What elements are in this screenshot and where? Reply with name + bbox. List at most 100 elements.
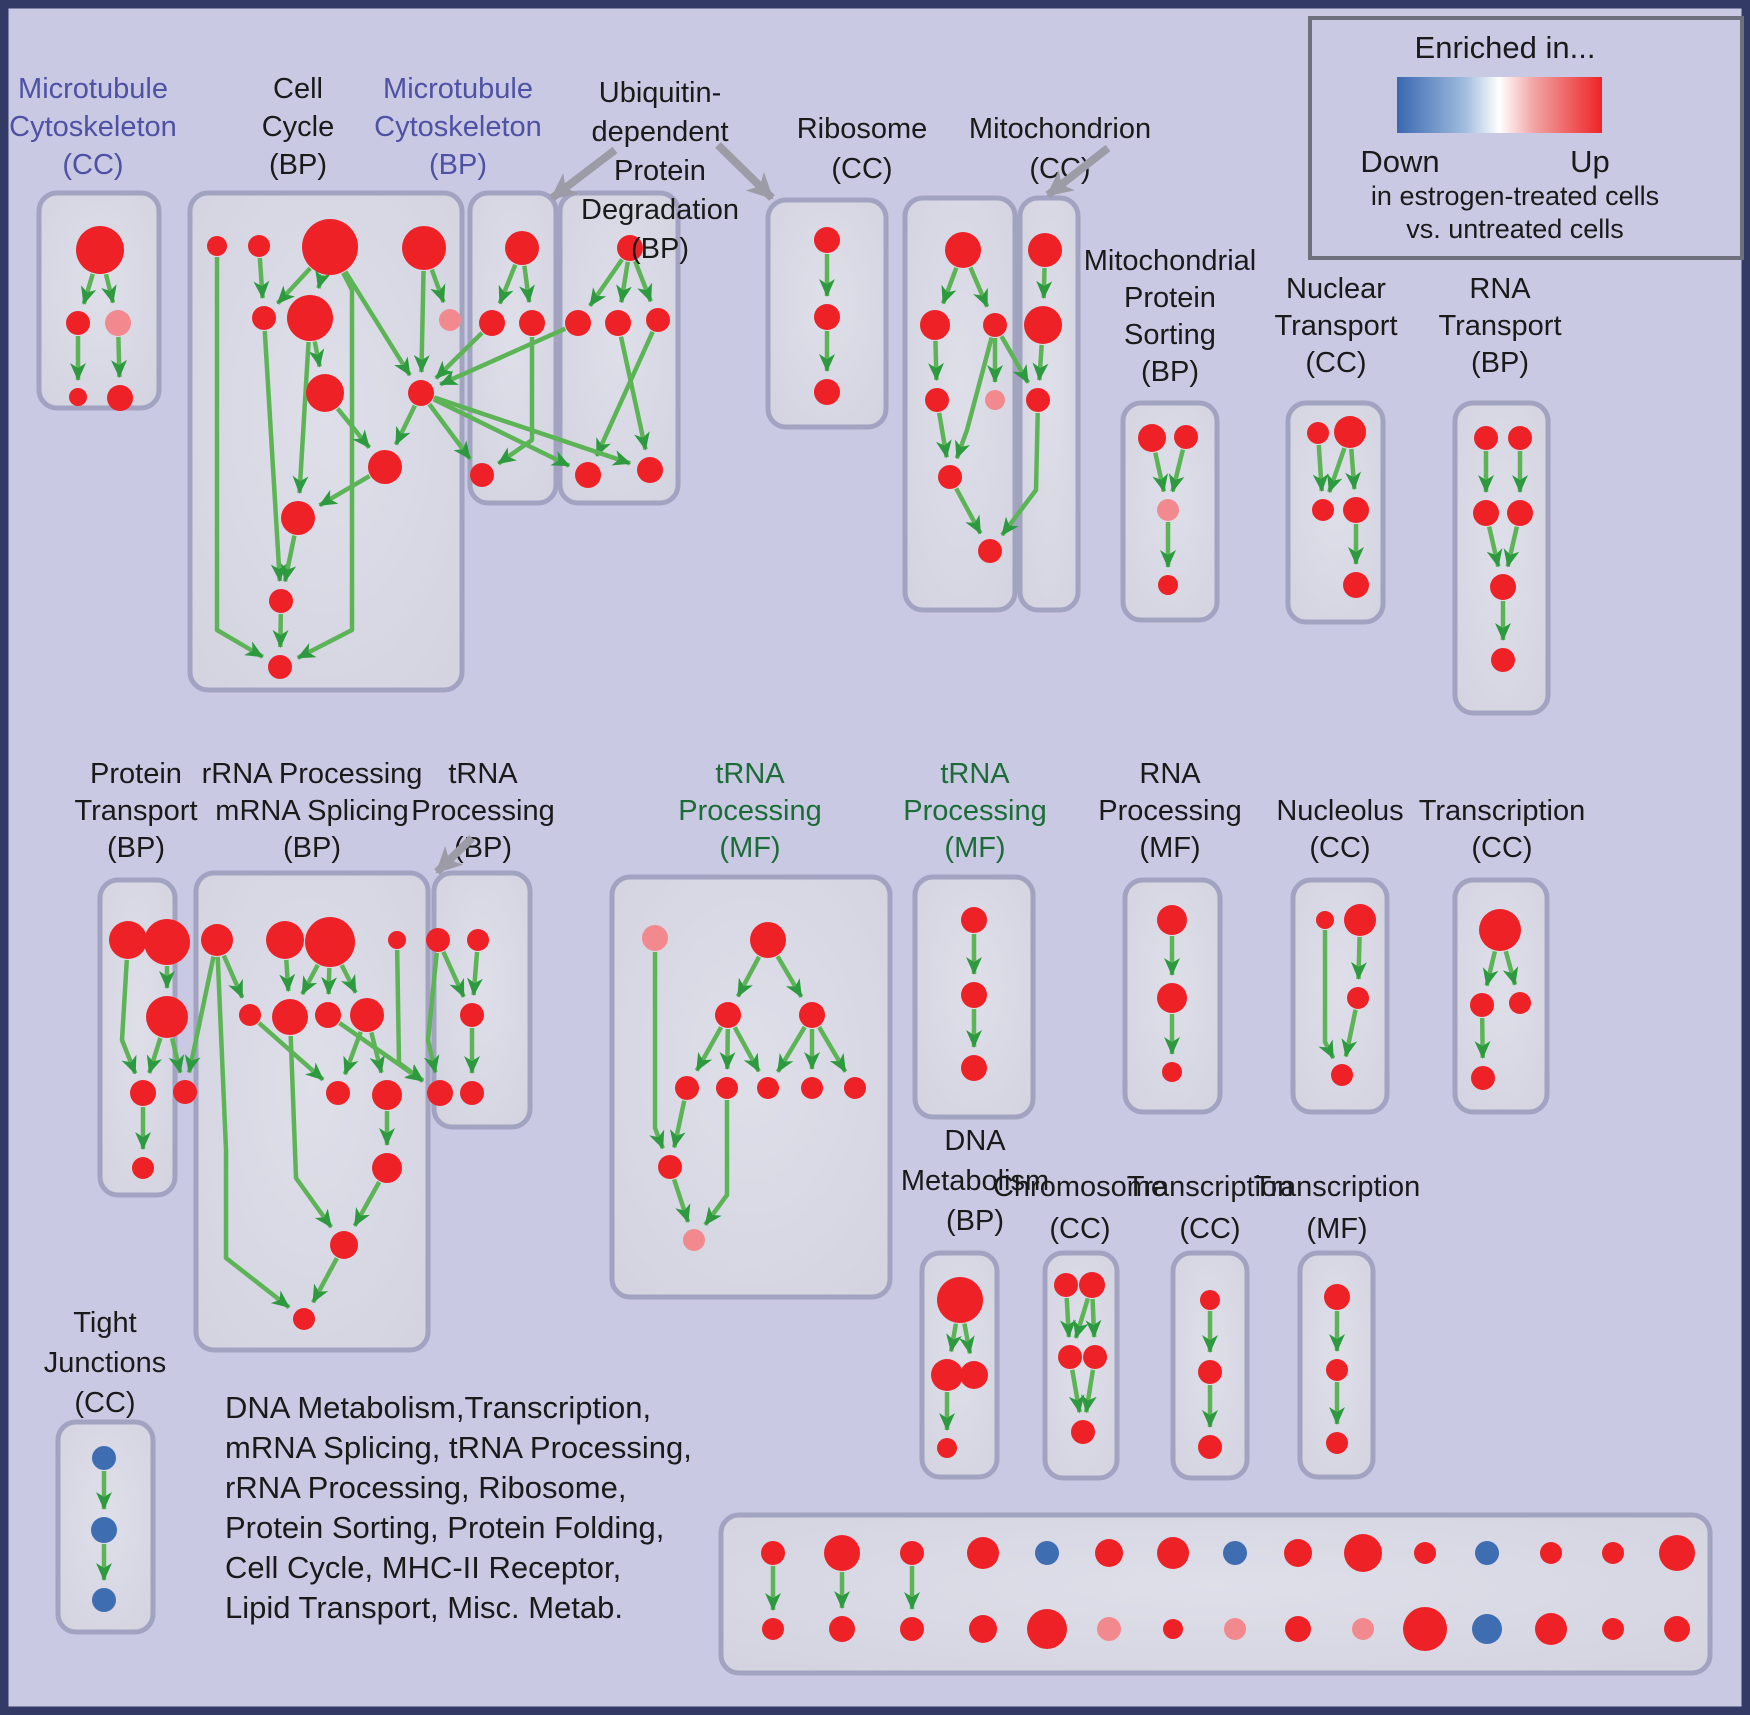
go-term-node-tf2 [716,1077,738,1099]
relation-edge [703,1100,730,1227]
cluster-label-nuclear-transport: (CC) [1305,347,1366,379]
relation-edge [168,1037,185,1074]
go-term-node-d4 [937,1438,957,1458]
relation-edge [119,959,138,1075]
go-term-node-w1 [1157,905,1187,935]
go-term-node-bb3 [900,1617,924,1641]
go-term-node-rb7 [938,465,962,489]
relation-edge [669,1100,687,1149]
cluster-label-dna-metabolism: Metabolism [901,1165,1049,1197]
go-term-node-cc12 [269,589,293,613]
go-term-node-pt6 [132,1157,154,1179]
go-term-node-mc4 [69,388,87,406]
go-term-node-cc8 [306,374,344,412]
labels: Microtubule Cytoskeleton (CC) Cell Cycle (BP)… [9,73,1585,1625]
relation-edge [335,407,372,449]
go-term-node-bt9 [1284,1539,1312,1567]
go-term-node-bb11 [1403,1607,1447,1651]
go-term-node-bb1 [762,1618,784,1640]
cluster-label-rrna-mrna: rRNA Processing [202,758,423,790]
cluster-label-rna-processing-mf: (MF) [1139,832,1200,864]
relation-edge [279,959,296,993]
cluster-label-ubiquitin-a: Ubiquitin- [599,77,722,109]
go-term-node-t1 [426,928,450,952]
go-term-node-tf1 [675,1076,699,1100]
relation-edge [184,956,216,1074]
go-term-node-d1 [937,1277,983,1323]
cluster-label-mito-protein-sorting: (BP) [1141,356,1199,388]
relation-edge [1318,930,1336,1060]
go-term-node-d3 [960,1361,988,1389]
relation-edge [393,404,417,446]
go-term-node-pt2 [144,919,190,965]
cluster-label-ubiquitin-a: (BP) [631,233,689,265]
go-term-node-x2 [1470,993,1494,1017]
go-term-node-g1 [1054,1273,1078,1297]
go-term-node-x3 [1509,992,1531,1014]
go-term-node-nt1 [1307,422,1329,444]
relation-edge [369,1031,386,1074]
cluster-box-ubiquitin-a [557,190,681,506]
go-term-node-pt3 [146,996,188,1038]
go-term-node-rt3 [1473,500,1499,526]
cluster-label-microtubule-cc: Cytoskeleton [9,111,177,143]
relation-edge [318,474,371,508]
go-term-node-r4 [388,931,406,949]
relation-edge [946,1323,962,1353]
footnote-line: rRNA Processing, Ribosome, [225,1470,626,1505]
relation-edge [618,336,650,451]
go-term-node-rt5 [1490,574,1516,600]
cluster-label-rrna-mrna: mRNA Splicing [215,795,408,827]
cluster-label-dna-metabolism: (BP) [946,1205,1004,1237]
relation-edge [433,395,632,466]
go-term-node-bb10 [1352,1618,1374,1640]
footnote-line: Protein Sorting, Protein Folding, [225,1510,664,1545]
footnote-line: DNA Metabolism,Transcription, [225,1390,651,1425]
relation-edge [441,950,466,998]
go-term-node-t2 [467,929,489,951]
go-term-node-d2 [931,1359,963,1391]
cluster-label-ubiquitin-a: Degradation [581,194,739,226]
go-term-node-ua4 [646,308,670,332]
relation-edge [352,1180,382,1227]
relation-edge [954,336,994,460]
pointer-arrows [434,142,1111,875]
go-term-node-ua5 [575,462,601,488]
go-term-node-ua6 [637,457,663,483]
relation-edge [257,1021,325,1082]
go-term-node-bb14 [1602,1618,1624,1640]
go-term-node-rb5 [985,390,1005,410]
go-term-node-tm1 [642,925,668,951]
go-term-node-cc3 [302,219,358,275]
relation-edge [110,336,127,379]
go-term-node-j1 [92,1446,116,1470]
relation-edge [719,1028,736,1070]
cluster-label-trna-mf-large: (MF) [719,832,780,864]
go-term-node-h3 [1198,1435,1222,1459]
go-term-node-r12 [330,1231,358,1259]
go-term-node-rt4 [1507,500,1533,526]
go-term-node-bt8 [1223,1541,1247,1565]
go-term-node-rt1 [1474,426,1498,450]
go-term-node-g3 [1058,1345,1082,1369]
relation-edge [1085,1298,1102,1339]
relation-edge [1502,950,1519,986]
cluster-label-nucleolus-cc: Nucleolus [1276,795,1403,827]
relation-edge [594,330,655,457]
go-term-node-bb15 [1664,1616,1690,1642]
go-term-node-cc11 [281,501,315,535]
legend-title: Enriched in... [1415,30,1596,65]
go-term-node-bt13 [1540,1542,1562,1564]
go-term-node-i2 [1326,1359,1348,1381]
go-term-node-nt5 [1343,572,1369,598]
go-term-node-r9 [326,1081,350,1105]
cluster-label-ribosome-cc: (CC) [831,153,892,185]
go-term-node-r1 [201,924,233,956]
go-term-node-bt6 [1095,1539,1123,1567]
relation-edge [1168,449,1186,493]
legend-gradient-bar [1397,77,1602,133]
go-term-node-cc7 [287,295,333,341]
go-term-node-cc4 [402,226,446,270]
go-term-node-bb2 [829,1616,855,1642]
